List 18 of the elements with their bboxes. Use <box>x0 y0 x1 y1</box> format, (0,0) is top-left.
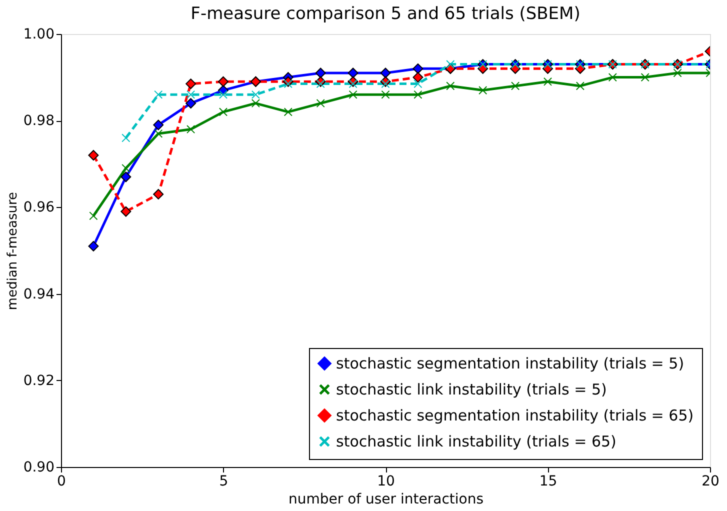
x-axis-title: number of user interactions <box>288 492 484 508</box>
y-tick-label: 1.00 <box>23 26 54 42</box>
y-tick-label: 0.98 <box>23 113 54 130</box>
x-tick-label: 10 <box>377 474 395 490</box>
legend-label: stochastic segmentation instability (trials = 65) <box>336 406 694 424</box>
y-tick-label: 0.92 <box>23 372 54 389</box>
y-tick-label: 0.96 <box>23 200 55 216</box>
y-tick-label: 0.94 <box>23 286 55 302</box>
x-tick-label: 20 <box>702 474 720 490</box>
x-tick-label: 15 <box>539 474 558 490</box>
x-tick-label: 5 <box>219 474 228 490</box>
legend-label: stochastic segmentation instability (trials = 5) <box>336 354 684 372</box>
x-tick-label: 0 <box>57 474 66 490</box>
legend-label: stochastic link instability (trials = 65) <box>336 432 616 450</box>
legend-label: stochastic link instability (trials = 5) <box>336 380 607 398</box>
chart-title: F-measure comparison 5 and 65 trials (SBEM) <box>190 4 580 24</box>
y-axis-title: median f-measure <box>5 192 20 310</box>
y-tick-label: 0.90 <box>23 460 54 476</box>
